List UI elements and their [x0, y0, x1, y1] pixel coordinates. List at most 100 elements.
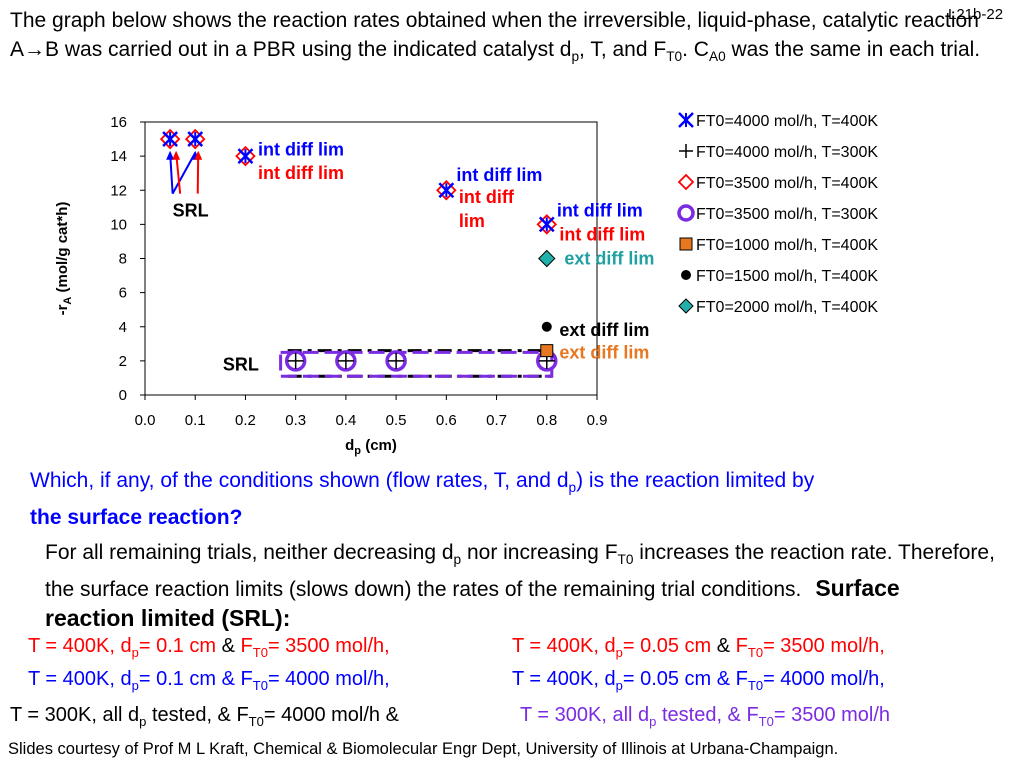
condition-row2a: T = 400K, dp= 0.1 cm & FT0= 4000 mol/h, — [28, 668, 390, 693]
y-tick-label: 2 — [119, 353, 127, 370]
cond-amp: & — [221, 635, 235, 657]
cond-sub: p — [131, 645, 139, 660]
answer-sub: T0 — [617, 552, 634, 568]
cond-text: = 0.05 cm & F — [622, 668, 748, 690]
intro-sub: T0 — [666, 49, 683, 65]
x-tick-label: 0.6 — [436, 412, 457, 429]
y-tick-label: 12 — [110, 182, 127, 199]
y-tick-label: 8 — [119, 251, 127, 268]
legend-marker — [677, 173, 695, 191]
intro-part: was the same in each trial. — [725, 38, 981, 61]
legend-label: FT0=4000 mol/h, T=300K — [696, 144, 878, 161]
x-tick-label: 0.3 — [285, 412, 306, 429]
cond-sub: T0 — [747, 645, 764, 660]
legend-marker — [679, 237, 693, 251]
question-bold: the surface reaction? — [30, 506, 243, 530]
cond-text: = 3500 mol/h, — [267, 635, 390, 657]
legend-label: FT0=1500 mol/h, T=400K — [696, 268, 878, 285]
answer-part: For all remaining trials, neither decrea… — [45, 541, 454, 564]
condition-row3a: T = 300K, all dp tested, & FT0= 4000 mol… — [10, 704, 399, 729]
legend-label: FT0=2000 mol/h, T=400K — [696, 299, 878, 316]
legend-label: FT0=4000 mol/h, T=400K — [696, 113, 878, 130]
cond-text: = 0.1 cm & F — [138, 668, 253, 690]
legend-label: FT0=3500 mol/h, T=300K — [696, 206, 878, 223]
question-text: Which, if any, of the conditions shown (… — [30, 466, 1005, 533]
cond-text: T = 400K, d — [28, 635, 132, 657]
chart-annotation: SRL — [223, 354, 259, 374]
chart-annotation: int diff — [459, 187, 515, 207]
condition-row3b: T = 300K, all dp tested, & FT0= 3500 mol… — [520, 704, 890, 729]
data-point — [159, 128, 181, 150]
condition-row1a: T = 400K, dp= 0.1 cm & FT0= 3500 mol/h, — [28, 635, 390, 660]
cond-text: T = 400K, d — [28, 668, 132, 690]
chart-annotation: int diff lim — [456, 165, 542, 185]
y-tick-label: 16 — [110, 114, 127, 131]
plot-frame — [144, 121, 598, 396]
x-tick-label: 0.9 — [587, 412, 608, 429]
legend-marker — [681, 270, 691, 280]
x-tick-label: 0.7 — [486, 412, 507, 429]
chart-annotation: lim — [459, 211, 485, 231]
y-tick-label: 10 — [110, 216, 127, 233]
cond-text: = 4000 mol/h & — [263, 704, 399, 726]
chart-annotation: int diff lim — [559, 225, 645, 245]
cond-sub: p — [649, 714, 657, 729]
cond-sub: T0 — [252, 678, 268, 693]
data-point — [284, 350, 307, 372]
data-point — [540, 344, 554, 358]
legend-marker — [678, 298, 694, 314]
cond-text: tested, & F — [146, 704, 249, 726]
cond-text: = 4000 mol/h, — [763, 668, 885, 690]
answer-part: nor increasing F — [461, 541, 618, 564]
cond-text: T = 300K, all d — [520, 704, 650, 726]
srl-box-purple — [279, 350, 554, 378]
chart-annotation: ext diff lim — [564, 249, 654, 269]
question-part: ) is the reaction limited by — [576, 469, 815, 492]
question-sub: p — [568, 480, 577, 496]
srl-arrow-head — [194, 150, 203, 160]
chart-annotation: int diff lim — [258, 163, 344, 183]
srl-heading: Surface reaction limited (SRL): — [45, 575, 900, 632]
x-axis-label: dp (cm) — [345, 437, 397, 457]
cond-sub: T0 — [758, 714, 774, 729]
x-tick-label: 0.4 — [335, 412, 356, 429]
cond-sub: T0 — [252, 645, 268, 660]
intro-part: The graph below shows the reaction rates… — [10, 9, 979, 61]
cond-text: = 3500 mol/h, — [763, 635, 885, 657]
x-tick-label: 0.5 — [386, 412, 407, 429]
y-axis-label: -rA (mol/g cat*h) — [54, 202, 74, 316]
cond-sub: T0 — [747, 678, 764, 693]
cond-text: T = 300K, all d — [10, 704, 140, 726]
cond-text: = 3500 mol/h — [773, 704, 891, 726]
intro-part: , T, and F — [579, 38, 667, 61]
cond-text: T = 400K, d — [512, 635, 616, 657]
data-point — [385, 350, 407, 372]
cond-text: tested, & F — [656, 704, 759, 726]
data-point — [538, 249, 556, 268]
cond-sub: T0 — [248, 714, 264, 729]
rate-vs-particle-size-chart: 0.0 0.1 0.2 0.3 0.4 0.5 0.6 0.7 0.8 0.9 0 2 4 6 8 10 12 1… — [54, 112, 878, 457]
intro-sub: A0 — [708, 49, 726, 65]
y-tick-label: 6 — [119, 285, 127, 302]
chart-annotation: ext diff lim — [559, 320, 649, 340]
srl-arrow-head — [166, 150, 175, 160]
data-point — [235, 145, 256, 167]
intro-sub: p — [571, 49, 580, 65]
cond-amp: & — [716, 635, 731, 657]
cond-text: = 0.1 cm — [138, 635, 222, 657]
answer-part: increases the reaction rate. Therefore, … — [45, 541, 995, 602]
y-tick-label: 14 — [110, 148, 127, 165]
footer-credit: Slides courtesy of Prof M L Kraft, Chemi… — [8, 740, 839, 758]
data-point — [536, 214, 558, 235]
cond-text: F — [234, 635, 253, 657]
cond-sub: p — [131, 678, 139, 693]
cond-text: = 0.05 cm — [622, 635, 717, 657]
cond-text: T = 400K, d — [512, 668, 616, 690]
legend-label: FT0=3500 mol/h, T=400K — [696, 175, 878, 192]
intro-text: The graph below shows the reaction rates… — [10, 6, 1015, 71]
cond-sub: p — [615, 678, 623, 693]
intro-part: . C — [682, 38, 709, 61]
data-point — [335, 350, 357, 372]
cond-text: = 4000 mol/h, — [267, 668, 390, 690]
y-tick-label: 0 — [119, 387, 127, 404]
